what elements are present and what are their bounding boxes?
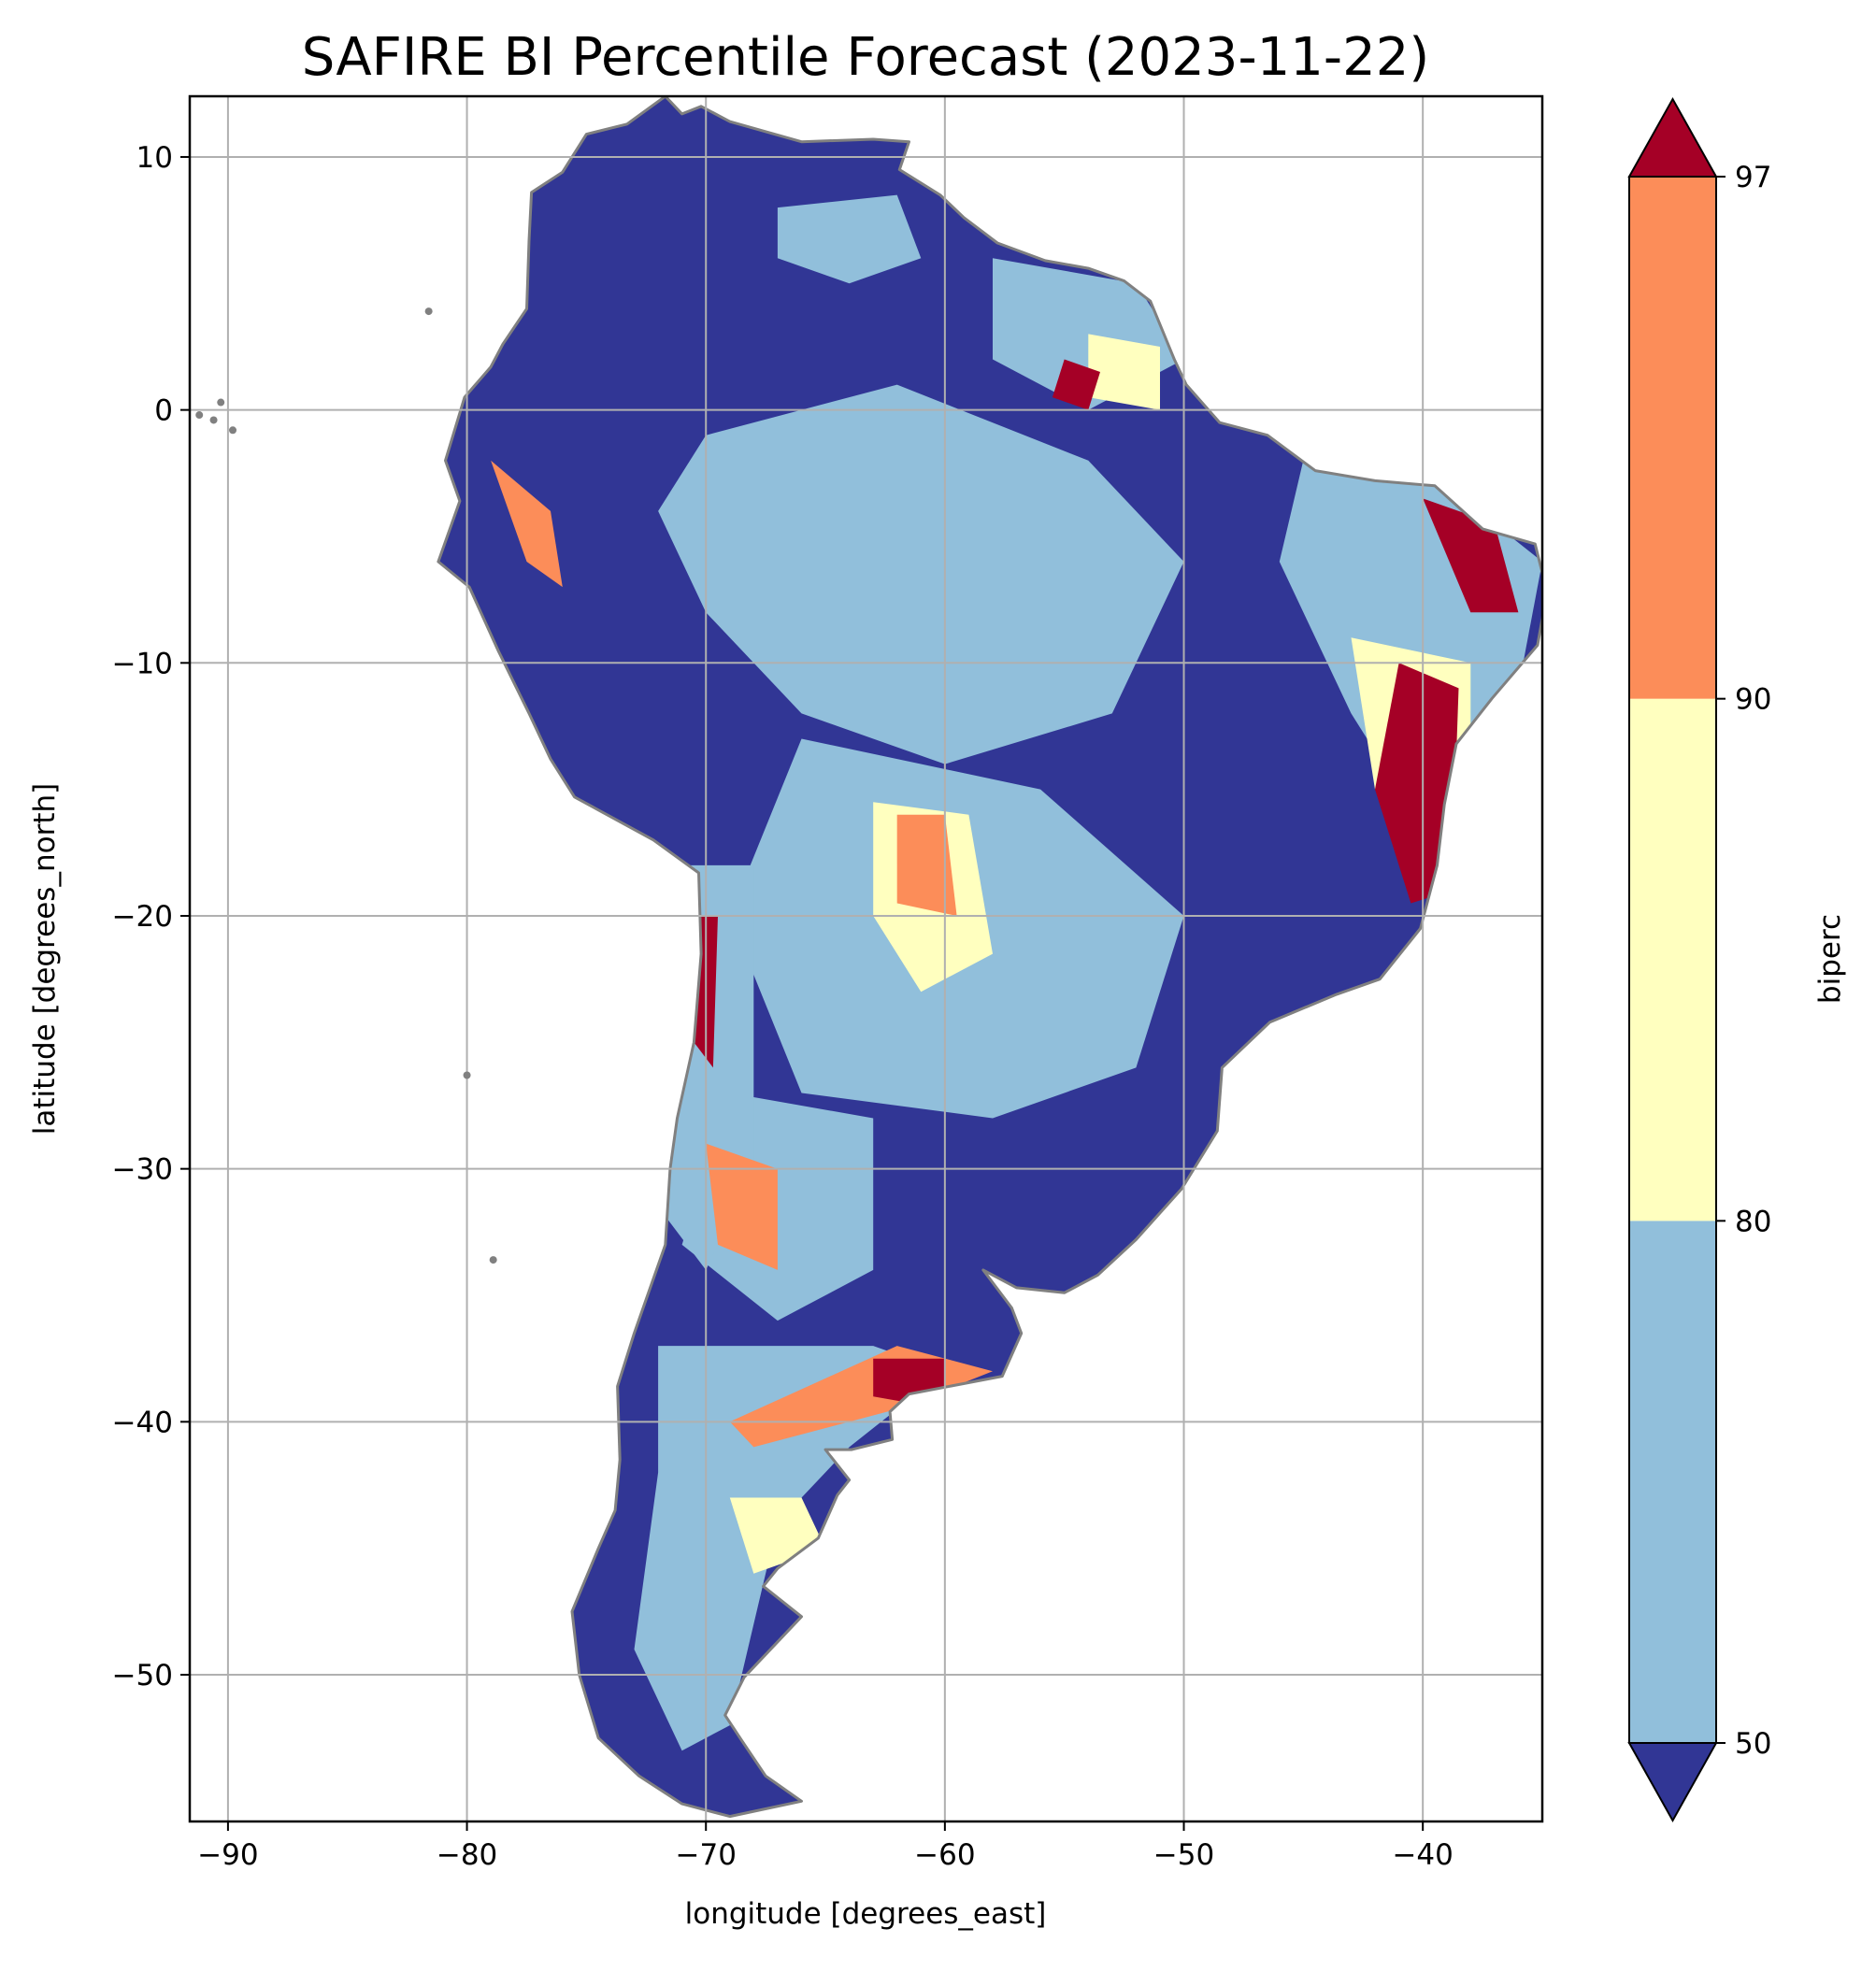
island-mark — [463, 1071, 471, 1079]
x-tick-label: −80 — [437, 1838, 497, 1872]
country-borders — [437, 96, 1542, 1819]
colorbar-extend-bottom — [1627, 1742, 1718, 1823]
colorbar: 50 80 90 97 — [1627, 96, 1771, 1823]
region-amazon-central — [658, 384, 1184, 764]
island-mark — [209, 416, 218, 424]
x-tick-label: −60 — [914, 1838, 975, 1872]
y-tick-label: −30 — [112, 1153, 173, 1187]
colorbar-tick-label: 97 — [1735, 161, 1771, 194]
x-tick-label: −90 — [197, 1838, 258, 1872]
region-ecuador-orange — [491, 460, 563, 588]
plot-area — [190, 96, 1542, 1821]
region-amazon-mouth — [1088, 334, 1160, 410]
axes-frame — [188, 94, 1544, 1823]
y-tick-label: 0 — [154, 394, 173, 428]
x-tick-label: −40 — [1392, 1838, 1453, 1872]
region-bolivia-orange — [896, 814, 957, 916]
island-mark — [424, 307, 433, 316]
islands — [195, 307, 497, 1264]
y-axis-label: latitude [degrees_north] — [28, 783, 62, 1135]
island-mark — [489, 1256, 497, 1264]
region-bahia-east — [1375, 663, 1459, 904]
region-mendoza-orange — [706, 1143, 778, 1270]
region-patagonia — [634, 1346, 945, 1751]
colorbar-label: biperc — [1813, 914, 1847, 1004]
colorbar-segment — [1629, 177, 1716, 699]
colorbar-frame — [1628, 176, 1717, 1744]
region-amapa-red — [1052, 359, 1100, 410]
y-tick-label: 10 — [136, 141, 173, 175]
x-axis-label: longitude [degrees_east] — [685, 1897, 1047, 1931]
island-mark — [229, 426, 237, 435]
y-tick-label: −10 — [112, 647, 173, 680]
x-tick-label: −70 — [676, 1838, 737, 1872]
colorbar-extend-top — [1627, 96, 1718, 178]
y-tick-label: −20 — [112, 900, 173, 934]
x-tick-label: −50 — [1153, 1838, 1214, 1872]
colorbar-tick-label: 80 — [1735, 1205, 1771, 1238]
island-mark — [195, 411, 204, 420]
gridlines — [190, 96, 1542, 1821]
y-tick-label: −40 — [112, 1406, 173, 1439]
colorbar-tick-label: 90 — [1735, 683, 1771, 717]
colorbar-segment — [1629, 698, 1716, 1221]
y-tick-label: −50 — [112, 1659, 173, 1692]
colorbar-segment — [1629, 1221, 1716, 1743]
colorbar-tick-label: 50 — [1735, 1727, 1771, 1761]
y-axis: 10 0 −10 −20 −30 −40 −50 — [112, 141, 190, 1692]
x-axis: −90 −80 −70 −60 −50 −40 — [197, 1821, 1454, 1872]
chart-title: SAFIRE BI Percentile Forecast (2023-11-2… — [302, 27, 1429, 88]
region-venezuela-plains — [777, 194, 922, 284]
island-mark — [217, 398, 225, 407]
